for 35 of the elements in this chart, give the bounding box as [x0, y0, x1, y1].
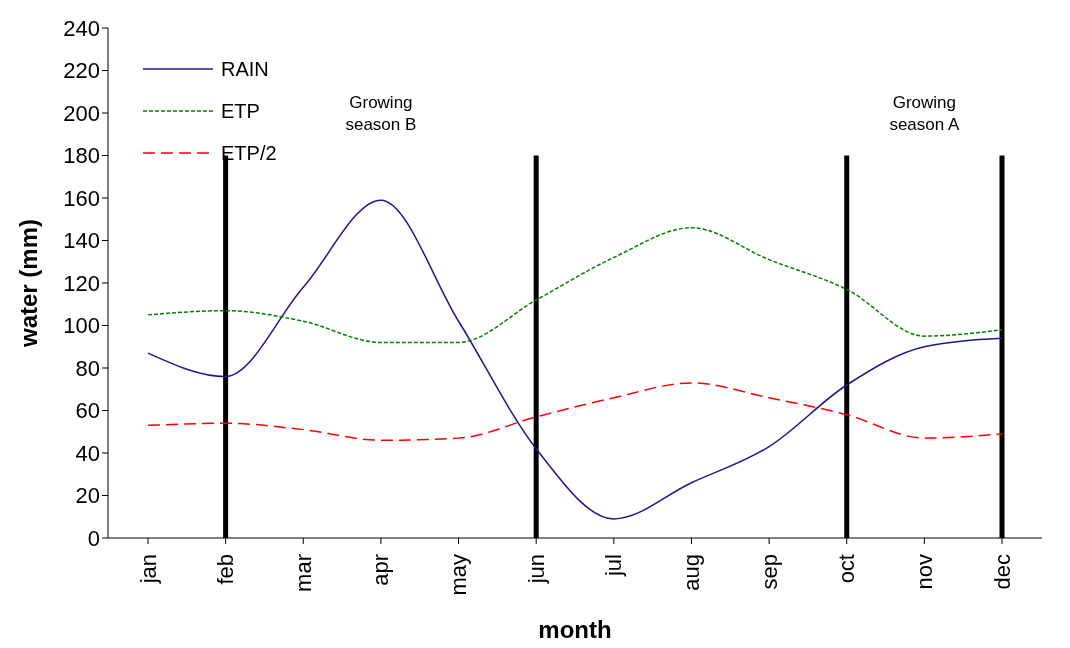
x-tick-label: mar: [290, 554, 316, 592]
y-axis-title: water (mm): [14, 218, 42, 349]
x-axis-title: month: [538, 616, 612, 643]
y-tick-label: 80: [75, 355, 100, 381]
annotation: Growing season A: [889, 92, 960, 134]
x-tick-label: jan: [135, 554, 161, 585]
x-tick-label: nov: [911, 554, 937, 590]
line-series: [147, 199, 1003, 520]
x-tick-label: jun: [523, 554, 549, 585]
y-tick-label: 0: [87, 525, 100, 551]
y-tick-label: 60: [75, 398, 100, 424]
x-tick-label: dec: [989, 554, 1015, 590]
y-tick-label: 100: [63, 313, 100, 339]
y-tick-label: 240: [63, 15, 100, 41]
x-tick-label: oct: [834, 554, 860, 584]
y-tick-label: 180: [63, 143, 100, 169]
y-tick-label: 20: [75, 483, 100, 509]
x-tick-label: sep: [756, 554, 782, 590]
y-tick-label: 120: [63, 270, 100, 296]
x-tick-label: aug: [678, 554, 704, 591]
y-tick-label: 40: [75, 440, 100, 466]
line-series: [147, 382, 1003, 441]
y-tick-label: 160: [63, 185, 100, 211]
annotation: Growing season B: [345, 92, 417, 134]
x-tick-label: jul: [601, 554, 627, 578]
x-tick-label: apr: [368, 554, 394, 586]
y-tick-label: 200: [63, 100, 100, 126]
y-tick-label: 220: [63, 58, 100, 84]
legend-label: ETP: [221, 99, 260, 123]
x-tick-label: may: [446, 554, 472, 596]
line-series: [147, 227, 1003, 344]
legend-label: RAIN: [221, 57, 269, 81]
x-tick-label: feb: [213, 554, 239, 585]
y-tick-label: 140: [63, 228, 100, 254]
legend-label: ETP/2: [221, 141, 277, 165]
